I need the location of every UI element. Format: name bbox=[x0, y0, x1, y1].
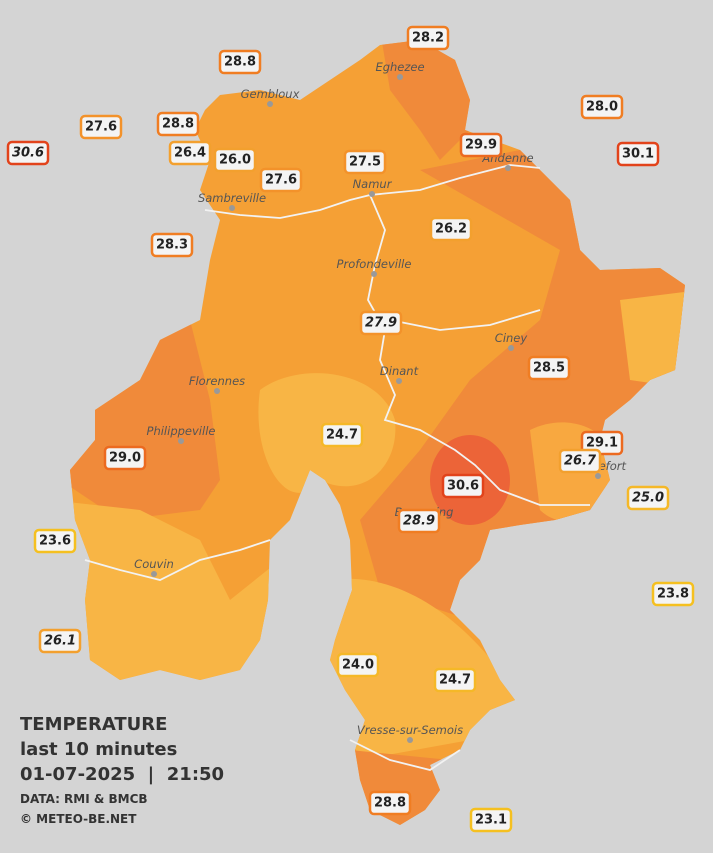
station-temp: 29.0 bbox=[109, 451, 141, 466]
station-temp: 27.5 bbox=[349, 155, 381, 170]
city-name: Sambreville bbox=[198, 191, 266, 205]
station-box bbox=[168, 140, 212, 166]
station-box bbox=[336, 652, 380, 678]
station-box bbox=[527, 355, 571, 381]
city-dot bbox=[369, 191, 375, 197]
city-name: Couvin bbox=[134, 557, 174, 571]
station-temp: 29.9 bbox=[465, 138, 497, 153]
station-box bbox=[616, 141, 660, 167]
city-dot bbox=[397, 74, 403, 80]
city-name: Vresse-sur-Semois bbox=[357, 723, 463, 737]
station-box bbox=[469, 807, 513, 833]
city-dot bbox=[407, 737, 413, 743]
station-box bbox=[433, 667, 477, 693]
credit: © METEO-BE.NET bbox=[20, 812, 137, 826]
station-box bbox=[441, 473, 485, 499]
source: DATA: RMI & BMCB bbox=[20, 792, 148, 806]
station-labels: 28.2 28.8 27.6 28.8 30.6 26.4 26.0 27.6 27.5 29.9… bbox=[6, 25, 695, 833]
city-dot bbox=[371, 271, 377, 277]
station-temp: 28.3 bbox=[156, 238, 188, 253]
station-box bbox=[359, 310, 403, 336]
station-temp: 27.9 bbox=[365, 316, 397, 331]
city-name: Namur bbox=[353, 177, 393, 191]
station-box bbox=[156, 111, 200, 137]
city-dot bbox=[178, 438, 184, 444]
station-temp: 27.6 bbox=[85, 120, 117, 135]
station-temp: 30.6 bbox=[447, 479, 479, 494]
subtitle: last 10 minutes bbox=[20, 739, 177, 760]
rivers bbox=[84, 164, 590, 771]
city-dot bbox=[505, 165, 511, 171]
station-temp: 30.6 bbox=[12, 146, 44, 161]
cities: EghezeeGemblouxAndenneNamurSambrevillePr… bbox=[134, 60, 627, 743]
station-temp: 25.0 bbox=[632, 491, 664, 506]
city-name: Florennes bbox=[189, 374, 245, 388]
station-box bbox=[6, 140, 50, 166]
station-temp: 28.8 bbox=[374, 796, 406, 811]
station-temp: 28.8 bbox=[162, 117, 194, 132]
city-dot bbox=[396, 378, 402, 384]
station-box bbox=[580, 430, 624, 456]
station-temp: 28.0 bbox=[586, 100, 618, 115]
city-dot bbox=[229, 205, 235, 211]
datetime: 01-07-2025 | 21:50 bbox=[20, 764, 224, 785]
station-temp: 28.2 bbox=[412, 31, 444, 46]
station-box bbox=[38, 628, 82, 654]
station-temp: 28.9 bbox=[403, 514, 435, 529]
station-temp: 23.8 bbox=[657, 587, 689, 602]
station-temp: 29.1 bbox=[586, 436, 618, 451]
station-temp: 30.1 bbox=[622, 147, 654, 162]
station-box bbox=[651, 581, 695, 607]
station-temp: 26.2 bbox=[435, 222, 467, 237]
station-temp: 26.7 bbox=[564, 454, 597, 469]
city-name: Gembloux bbox=[241, 87, 300, 101]
station-box bbox=[429, 216, 473, 242]
station-box bbox=[580, 94, 624, 120]
station-box bbox=[406, 25, 450, 51]
city-name: Eghezee bbox=[375, 60, 424, 74]
station-temp: 24.7 bbox=[439, 673, 471, 688]
city-dot bbox=[151, 571, 157, 577]
station-box bbox=[79, 114, 123, 140]
station-box bbox=[459, 132, 503, 158]
station-temp: 24.7 bbox=[326, 428, 358, 443]
city-name: Profondeville bbox=[337, 257, 412, 271]
station-temp: 28.5 bbox=[533, 361, 565, 376]
station-temp: 26.0 bbox=[219, 153, 251, 168]
station-box bbox=[259, 167, 303, 193]
city-dot bbox=[214, 388, 220, 394]
station-temp: 23.6 bbox=[39, 534, 71, 549]
station-box bbox=[213, 147, 257, 173]
station-box bbox=[368, 790, 412, 816]
city-name: Philippeville bbox=[147, 424, 216, 438]
station-temp: 26.1 bbox=[44, 634, 76, 649]
station-box bbox=[103, 445, 147, 471]
station-temp: 27.6 bbox=[265, 173, 297, 188]
city-dot bbox=[508, 345, 514, 351]
city-dot bbox=[595, 473, 601, 479]
station-box bbox=[558, 448, 602, 474]
station-box bbox=[150, 232, 194, 258]
station-box bbox=[397, 508, 441, 534]
city-name: Dinant bbox=[380, 364, 419, 378]
city-name: Ciney bbox=[495, 331, 528, 345]
city-dot bbox=[267, 101, 273, 107]
station-temp: 23.1 bbox=[475, 813, 507, 828]
station-box bbox=[320, 422, 364, 448]
station-box bbox=[218, 49, 262, 75]
station-box bbox=[626, 485, 670, 511]
station-box bbox=[343, 149, 387, 175]
title: TEMPERATURE bbox=[20, 714, 167, 735]
station-temp: 26.4 bbox=[174, 146, 206, 161]
station-temp: 24.0 bbox=[342, 658, 374, 673]
station-temp: 28.8 bbox=[224, 55, 256, 70]
station-box bbox=[33, 528, 77, 554]
